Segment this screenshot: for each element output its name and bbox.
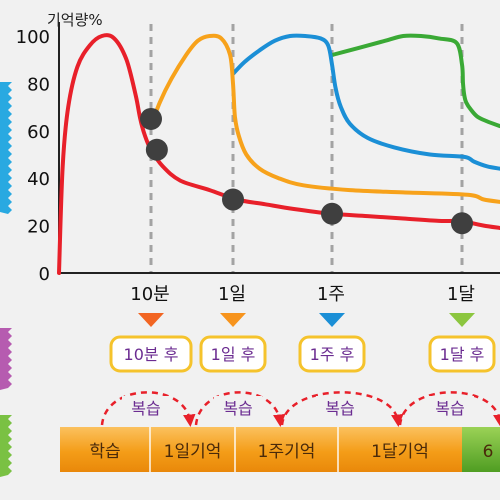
review-arrow-2 — [280, 391, 404, 427]
review-tag-box-2 — [298, 335, 366, 373]
review-triangle-3 — [449, 313, 475, 327]
memory-bar-segment-2 — [235, 427, 338, 472]
y-axis-label: 기억량% — [47, 11, 103, 29]
curve-series-2 — [231, 33, 500, 171]
review-tag-label: 1주 후 — [310, 345, 355, 364]
memory-bar-label: 학습 — [89, 442, 120, 462]
memory-bar-segment-1 — [150, 427, 235, 472]
y-tick-label: 40 — [27, 169, 50, 190]
memory-bar-label: 1달기억 — [371, 442, 429, 462]
curve-series-3 — [330, 33, 500, 129]
review-tag-label: 1달 후 — [440, 345, 485, 364]
curve-series-0 — [57, 33, 500, 275]
review-tags: 10분 후 1일 후 1주 후 1달 후 — [109, 335, 496, 373]
review-label-bg-1 — [214, 396, 262, 420]
memory-bar-label: 1일기억 — [164, 442, 222, 462]
decor-blue-saw — [0, 82, 12, 214]
review-label: 복습 — [325, 399, 354, 418]
y-tick-label: 20 — [27, 217, 50, 238]
review-triangle-2 — [319, 313, 345, 327]
x-tick-label: 1달 — [447, 284, 475, 305]
x-tick-label: 10분 — [130, 284, 169, 305]
review-arrow-0 — [100, 391, 196, 427]
decor-purple-saw — [0, 328, 12, 390]
review-arrow-1 — [194, 391, 286, 427]
decor-green-saw — [0, 415, 12, 477]
retest-point-1 — [145, 138, 168, 161]
review-tag-box-0 — [109, 335, 193, 373]
review-label-bg-2 — [316, 396, 364, 420]
retention-curves — [57, 33, 500, 275]
axes — [58, 22, 500, 274]
retest-point-0 — [140, 107, 162, 130]
left-decoration — [0, 82, 12, 477]
review-arrows: 복습 복습 복습 복습 — [100, 391, 500, 427]
review-time-lines — [149, 24, 464, 272]
review-label-bg-0 — [122, 396, 170, 420]
review-triangle-0 — [138, 313, 164, 327]
memory-bar-label: 1주기억 — [258, 442, 316, 462]
y-tick-label: 60 — [27, 122, 50, 143]
retest-point-2 — [222, 188, 244, 211]
review-tag-box-1 — [199, 335, 267, 373]
review-label-bg-3 — [426, 396, 474, 420]
x-tick-label: 1일 — [218, 284, 246, 305]
review-label: 복습 — [223, 399, 252, 418]
retest-point-4 — [451, 212, 473, 235]
memory-bar-segment-3 — [338, 427, 462, 472]
retest-points — [140, 107, 473, 235]
review-label: 복습 — [131, 399, 160, 418]
review-tag-label: 1일 후 — [211, 345, 256, 364]
y-tick-label: 100 — [16, 27, 50, 48]
review-tag-box-3 — [428, 335, 496, 373]
review-triangles — [138, 313, 475, 327]
y-tick-label: 0 — [39, 264, 50, 285]
x-tick-labels: 10분 1일 1주 1달 — [130, 284, 475, 305]
y-tick-labels: 0 20 40 60 80 100 — [16, 27, 50, 285]
y-tick-label: 80 — [27, 74, 50, 95]
x-tick-label: 1주 — [317, 284, 345, 305]
memory-bar-segment-4 — [462, 427, 500, 472]
retest-point-3 — [321, 202, 343, 225]
memory-bar: 학습 1일기억 1주기억 1달기억 6 — [60, 427, 500, 472]
review-triangle-1 — [220, 313, 246, 327]
review-label: 복습 — [435, 399, 464, 418]
review-arrow-3 — [398, 391, 500, 427]
review-tag-label: 10분 후 — [124, 345, 179, 364]
memory-bar-label: 6 — [483, 442, 494, 462]
curve-series-1 — [149, 33, 500, 204]
memory-bar-segment-0 — [60, 427, 150, 472]
